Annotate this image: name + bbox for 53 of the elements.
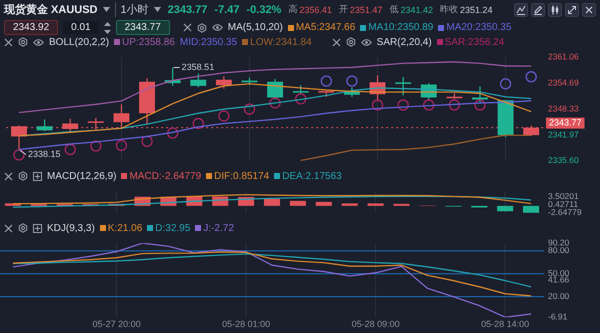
x-tick-label: 05-28 09:00 (352, 319, 400, 330)
text: -0.32% (246, 4, 282, 16)
legend-label: LOW:2341.84 (250, 36, 312, 48)
y-tick-label: 2361.06 (548, 51, 579, 62)
legend-label: SAR:2356.24 (444, 36, 504, 48)
text: SAR(2,20,4) (376, 36, 432, 48)
legend-label: DIF:0.85174 (214, 170, 270, 182)
y-tick-label: 2348.33 (548, 103, 579, 114)
y-tick-label: 2335.60 (548, 155, 579, 166)
y-tick-label: 90.20 (548, 237, 570, 248)
legend-label: J:-2.72 (203, 222, 234, 234)
annotation: 2358.51 (182, 62, 214, 72)
y-tick-label: -6.91 (548, 312, 568, 322)
annotation: 2338.15 (28, 148, 61, 159)
text: 昨收 (440, 3, 458, 16)
x-tick-label: 05-28 01:00 (222, 319, 270, 330)
text: BOLL(20,2,2) (49, 36, 110, 48)
legend-label: MA5:2347.66 (296, 22, 356, 33)
chart-title: 现货黄金 XAUUSD (4, 2, 98, 17)
chart-title: MACD(12,26,9) (47, 170, 116, 182)
y-tick-label: -2.64779 (548, 207, 582, 218)
y-tick-label: 2354.69 (548, 77, 579, 88)
y-tick-label: 3.50201 (548, 190, 579, 201)
text: 高 (288, 3, 298, 16)
ref-line-label: 2343.77 (549, 118, 582, 128)
x-tick-label: 05-27 20:00 (92, 319, 141, 330)
text: 0.01 (63, 21, 99, 34)
chart-title: KDJ(9,3,3) (47, 222, 95, 234)
y-tick-label: 0.42711 (548, 199, 578, 210)
y-tick-label: 20.00 (548, 291, 570, 302)
text: 低 (389, 3, 398, 16)
legend-label: K:21.06 (108, 222, 142, 234)
legend-label: MA10:2350.89 (368, 22, 434, 33)
text: MA(5,10,20) (228, 22, 283, 33)
legend-label: UP:2358.86 (122, 36, 175, 48)
legend-label: MACD:-2.64779 (129, 170, 202, 182)
text: MID:2350.35 (180, 36, 238, 48)
legend-label: MA20:2350.35 (446, 22, 512, 33)
legend-label: DEA:2.17563 (282, 170, 342, 182)
text: 2351.47 (350, 4, 382, 14)
legend-label: D:32.95 (155, 222, 190, 234)
text: 2351.24 (460, 4, 493, 14)
y-tick-label: 2341.97 (548, 129, 579, 140)
text: 2343.77 (116, 20, 170, 35)
text: -7.47 (214, 4, 240, 16)
text: 2343.77 (168, 4, 208, 16)
text: 2343.92 (4, 20, 58, 35)
text: 2356.41 (299, 4, 332, 14)
x-tick-label: 05-28 14:00 (481, 319, 530, 330)
text: 2341.42 (400, 4, 433, 14)
text: 开 (338, 3, 348, 16)
y-tick-label: 80.00 (548, 245, 570, 256)
chart-subtitle: 1小时 (114, 2, 149, 17)
